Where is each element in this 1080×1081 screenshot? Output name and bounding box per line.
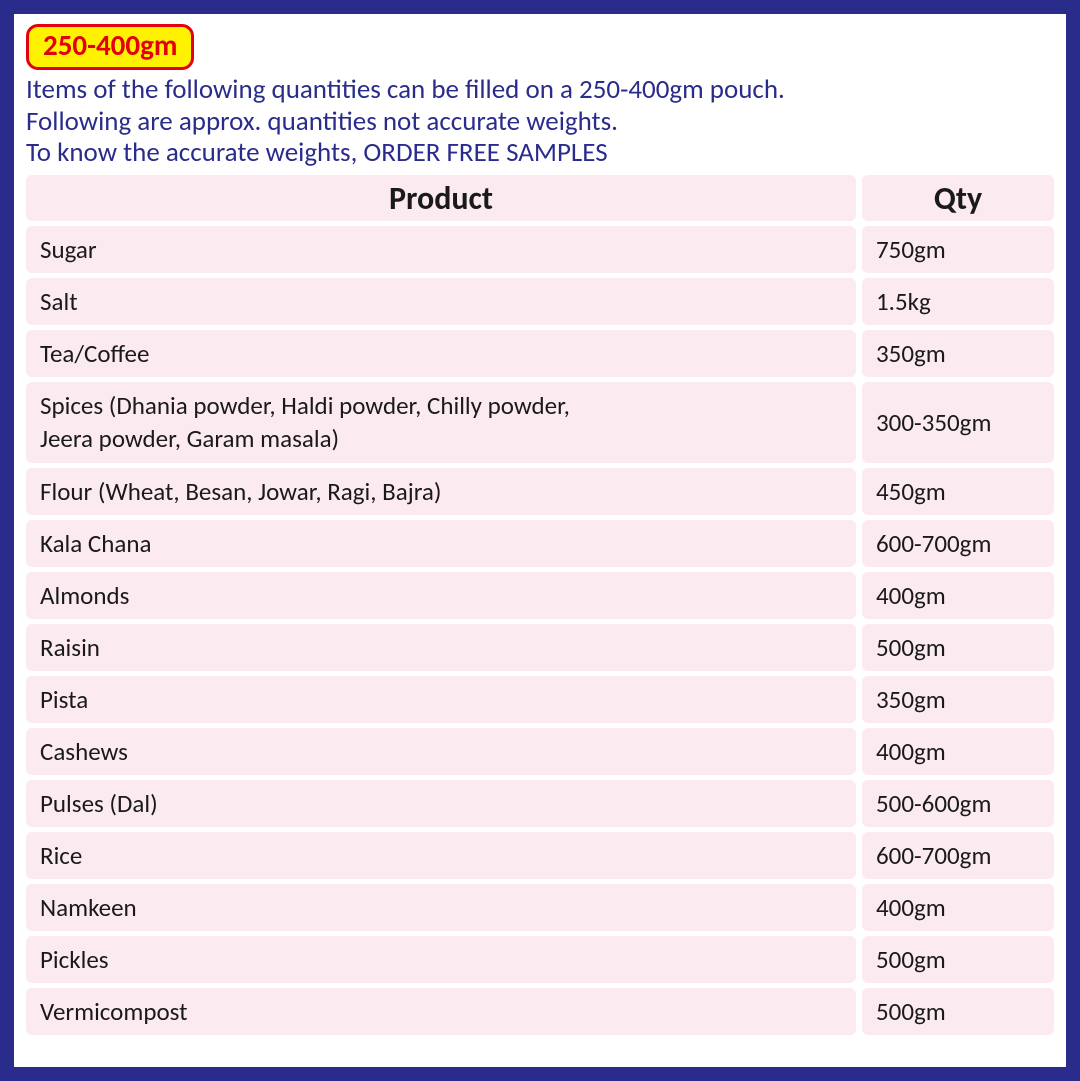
table-row: Kala Chana600-700gm xyxy=(26,520,1054,567)
product-cell: Almonds xyxy=(26,572,856,619)
product-cell: Salt xyxy=(26,278,856,325)
product-cell: Cashews xyxy=(26,728,856,775)
intro-text: Items of the following quantities can be… xyxy=(26,74,1054,170)
product-cell: Rice xyxy=(26,832,856,879)
table-row: Vermicompost500gm xyxy=(26,988,1054,1035)
table-row: Pickles500gm xyxy=(26,936,1054,983)
product-cell: Raisin xyxy=(26,624,856,671)
table-row: Tea/Coffee350gm xyxy=(26,330,1054,377)
size-badge: 250-400gm xyxy=(26,24,194,70)
header-product: Product xyxy=(26,175,856,221)
table-row: Cashews400gm xyxy=(26,728,1054,775)
table-row: Rice600-700gm xyxy=(26,832,1054,879)
qty-cell: 500gm xyxy=(862,936,1054,983)
product-cell: Namkeen xyxy=(26,884,856,931)
qty-cell: 300-350gm xyxy=(862,382,1054,463)
product-cell: Flour (Wheat, Besan, Jowar, Ragi, Bajra) xyxy=(26,468,856,515)
table-row: Pulses (Dal)500-600gm xyxy=(26,780,1054,827)
qty-cell: 500-600gm xyxy=(862,780,1054,827)
qty-cell: 500gm xyxy=(862,624,1054,671)
table-row: Almonds400gm xyxy=(26,572,1054,619)
product-cell: Pulses (Dal) xyxy=(26,780,856,827)
product-cell: Sugar xyxy=(26,226,856,273)
table-row: Pista350gm xyxy=(26,676,1054,723)
product-table: Product Qty Sugar750gmSalt1.5kgTea/Coffe… xyxy=(26,175,1054,1035)
qty-cell: 400gm xyxy=(862,728,1054,775)
intro-line-2: Following are approx. quantities not acc… xyxy=(26,106,1054,138)
intro-line-3: To know the accurate weights, ORDER FREE… xyxy=(26,137,1054,169)
product-cell: Vermicompost xyxy=(26,988,856,1035)
qty-cell: 450gm xyxy=(862,468,1054,515)
qty-cell: 400gm xyxy=(862,572,1054,619)
table-row: Raisin500gm xyxy=(26,624,1054,671)
qty-cell: 400gm xyxy=(862,884,1054,931)
qty-cell: 500gm xyxy=(862,988,1054,1035)
intro-line-1: Items of the following quantities can be… xyxy=(26,74,1054,106)
qty-cell: 1.5kg xyxy=(862,278,1054,325)
table-row: Flour (Wheat, Besan, Jowar, Ragi, Bajra)… xyxy=(26,468,1054,515)
table-row: Spices (Dhania powder, Haldi powder, Chi… xyxy=(26,382,1054,463)
qty-cell: 750gm xyxy=(862,226,1054,273)
product-cell: Pickles xyxy=(26,936,856,983)
product-cell: Spices (Dhania powder, Haldi powder, Chi… xyxy=(26,382,856,463)
product-cell: Tea/Coffee xyxy=(26,330,856,377)
qty-cell: 600-700gm xyxy=(862,520,1054,567)
table-row: Namkeen400gm xyxy=(26,884,1054,931)
product-cell: Pista xyxy=(26,676,856,723)
qty-cell: 350gm xyxy=(862,676,1054,723)
outer-frame: 250-400gm Items of the following quantit… xyxy=(0,0,1080,1081)
qty-cell: 600-700gm xyxy=(862,832,1054,879)
table-row: Salt1.5kg xyxy=(26,278,1054,325)
product-cell: Kala Chana xyxy=(26,520,856,567)
header-qty: Qty xyxy=(862,175,1054,221)
table-row: Sugar750gm xyxy=(26,226,1054,273)
table-header-row: Product Qty xyxy=(26,175,1054,221)
qty-cell: 350gm xyxy=(862,330,1054,377)
